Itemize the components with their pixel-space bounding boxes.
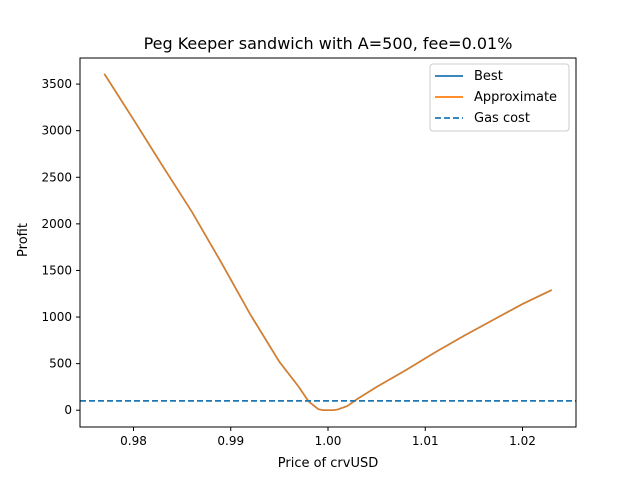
legend: Best Approximate Gas cost bbox=[429, 63, 570, 132]
x-axis: 0.98 0.99 1.00 1.01 1.02 bbox=[120, 427, 536, 448]
x-axis-label: Price of crvUSD bbox=[278, 456, 378, 471]
legend-label: Approximate bbox=[474, 90, 557, 105]
x-tick-label: 1.00 bbox=[315, 434, 342, 448]
y-tick-label: 1000 bbox=[41, 310, 72, 324]
x-tick-label: 1.01 bbox=[412, 434, 439, 448]
x-tick-label: 0.99 bbox=[217, 434, 244, 448]
legend-label: Gas cost bbox=[474, 111, 530, 126]
y-tick-label: 0 bbox=[64, 403, 72, 417]
chart-title: Peg Keeper sandwich with A=500, fee=0.01… bbox=[144, 34, 513, 53]
y-tick-label: 2500 bbox=[41, 170, 72, 184]
y-tick-label: 500 bbox=[49, 357, 72, 371]
x-tick-label: 1.02 bbox=[509, 434, 536, 448]
y-tick-label: 1500 bbox=[41, 263, 72, 277]
x-tick-label: 0.98 bbox=[120, 434, 147, 448]
y-tick-label: 3000 bbox=[41, 124, 72, 138]
y-axis-label: Profit bbox=[16, 223, 31, 257]
legend-label: Best bbox=[474, 69, 503, 84]
y-tick-label: 2000 bbox=[41, 217, 72, 231]
y-axis: 0 500 1000 1500 2000 2500 3000 3500 bbox=[41, 77, 80, 417]
legend-box bbox=[429, 63, 570, 132]
series-line-approximate bbox=[103, 73, 553, 412]
y-tick-label: 3500 bbox=[41, 77, 72, 91]
